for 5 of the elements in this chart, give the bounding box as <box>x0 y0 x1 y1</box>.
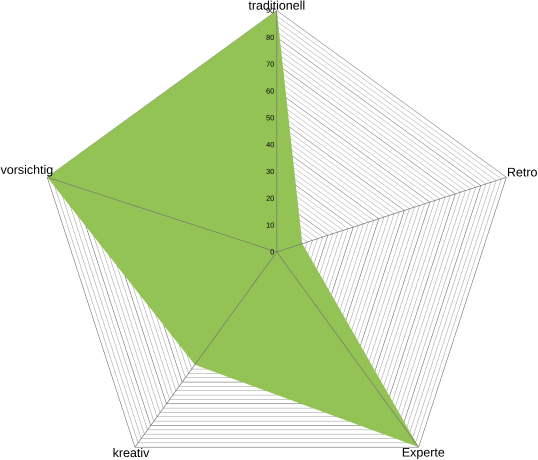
spoke-label: vorsichtig <box>0 165 52 177</box>
spoke-label: traditionell <box>248 0 304 10</box>
spoke-label: Experte <box>402 448 444 460</box>
spoke-label: Retro <box>508 168 537 177</box>
spoke-label: kreativ <box>113 448 150 458</box>
